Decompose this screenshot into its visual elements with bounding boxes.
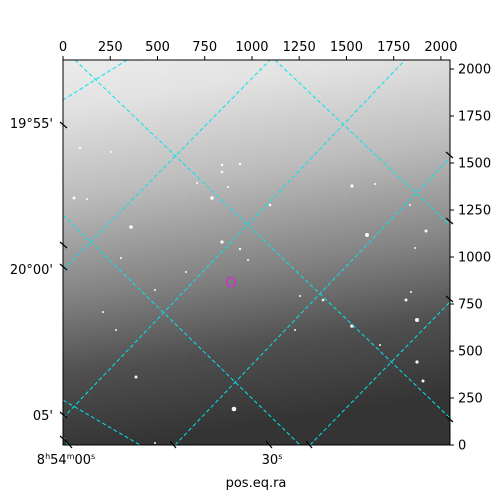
dec-label-05: 05' [33, 409, 53, 424]
ra-label-30-s-unit: s [278, 452, 282, 461]
plot-frame [62, 59, 451, 446]
target-marker [225, 276, 237, 288]
right-axis-tick-label: 750 [458, 298, 483, 313]
star [238, 247, 242, 251]
top-axis-tick-label: 0 [59, 40, 67, 55]
dec-label-19-55: 19°55' [10, 117, 53, 132]
star [115, 329, 117, 331]
star [415, 360, 419, 364]
star [414, 247, 416, 249]
grid-line [63, 60, 271, 271]
x-axis-title: pos.eq.ra [226, 476, 287, 491]
wcs-ticks [59, 121, 454, 449]
star [321, 298, 325, 302]
right-axis-tick-label: 0 [458, 439, 466, 454]
right-axis-tick-label: 2000 [458, 63, 491, 78]
grid-line [63, 214, 301, 445]
right-axis-tick-label: 250 [458, 392, 483, 407]
star [185, 271, 187, 273]
star [220, 170, 224, 174]
ra-label-seconds: 00 [74, 453, 91, 468]
grid-line [309, 301, 450, 445]
top-axis-tick-label: 2000 [424, 40, 457, 55]
star [110, 151, 112, 153]
star [374, 183, 376, 185]
star [299, 295, 301, 297]
star [154, 442, 156, 444]
star [294, 329, 296, 331]
ra-label-h-unit: h [45, 452, 50, 461]
top-axis-tick-label: 1250 [283, 40, 316, 55]
dec-label-20-00: 20°00' [10, 263, 53, 278]
right-pixel-axis: 0 250 500 750 1000 1250 1500 1750 2000 [450, 63, 491, 454]
star [210, 196, 214, 200]
top-axis-tick-label: 750 [192, 40, 217, 55]
sky-image [63, 60, 450, 445]
right-axis-tick-label: 1250 [458, 204, 491, 219]
ra-label-hours: 8 [37, 453, 45, 468]
star [409, 204, 411, 206]
star [86, 198, 88, 200]
star [102, 311, 104, 313]
top-axis-tick-label: 1500 [330, 40, 363, 55]
ra-label-30s: 30s [262, 452, 283, 468]
grid-line [63, 436, 69, 445]
star [220, 240, 224, 244]
grid-line [174, 157, 450, 445]
star [129, 225, 133, 229]
grid-line [63, 60, 406, 419]
ra-label-s-unit: s [91, 452, 95, 461]
ra-label-m-unit: m [67, 452, 75, 461]
star [247, 259, 249, 261]
top-axis-tick-label: 1000 [235, 40, 268, 55]
star [424, 229, 428, 233]
grid-line [274, 60, 450, 226]
top-axis-tick-label: 1750 [377, 40, 410, 55]
star [220, 163, 224, 167]
right-axis-tick-label: 1750 [458, 110, 491, 125]
star [72, 196, 76, 200]
ra-label-minutes: 54 [50, 453, 67, 468]
star [421, 379, 425, 383]
right-axis-tick-label: 1500 [458, 157, 491, 172]
star [231, 406, 237, 412]
star [404, 298, 408, 302]
star [134, 375, 138, 379]
star [350, 184, 354, 188]
ra-label-30: 30 [262, 453, 279, 468]
right-axis-tick-label: 1000 [458, 251, 491, 266]
top-axis-tick-label: 500 [145, 40, 170, 55]
grid-line [74, 60, 450, 419]
top-pixel-axis: 0 250 500 750 1000 1250 1500 1750 2000 [59, 40, 457, 60]
star [410, 291, 412, 293]
coordinate-grid [63, 60, 450, 445]
star [379, 344, 381, 346]
star [365, 233, 369, 237]
star [268, 203, 272, 207]
star [415, 318, 419, 322]
right-axis-tick-label: 500 [458, 345, 483, 360]
top-axis-tick-label: 250 [98, 40, 123, 55]
star [120, 257, 122, 259]
grid-line [63, 399, 141, 445]
star [238, 162, 242, 166]
star [154, 289, 156, 291]
star [196, 182, 198, 184]
ra-label-8h54m00s: 8h54m00s [37, 452, 95, 468]
star [227, 186, 229, 188]
star [78, 146, 82, 150]
